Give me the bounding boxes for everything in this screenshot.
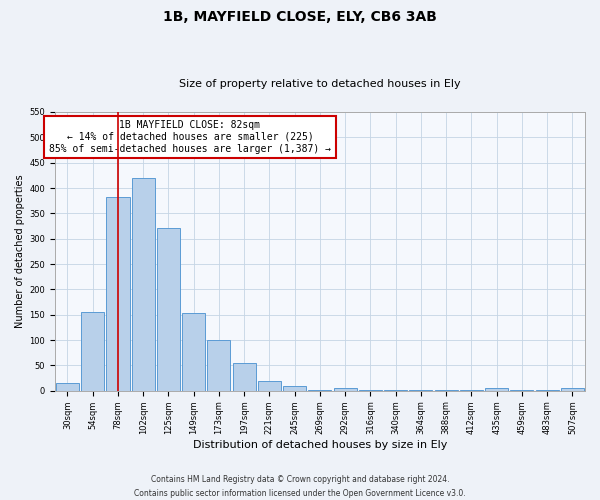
Bar xyxy=(207,340,230,390)
Bar xyxy=(283,386,306,390)
Text: Contains HM Land Registry data © Crown copyright and database right 2024.
Contai: Contains HM Land Registry data © Crown c… xyxy=(134,476,466,498)
Bar xyxy=(131,178,155,390)
Bar xyxy=(106,196,130,390)
Y-axis label: Number of detached properties: Number of detached properties xyxy=(15,174,25,328)
Title: Size of property relative to detached houses in Ely: Size of property relative to detached ho… xyxy=(179,79,461,89)
Bar xyxy=(81,312,104,390)
Bar xyxy=(258,380,281,390)
X-axis label: Distribution of detached houses by size in Ely: Distribution of detached houses by size … xyxy=(193,440,447,450)
Bar xyxy=(56,383,79,390)
Text: 1B, MAYFIELD CLOSE, ELY, CB6 3AB: 1B, MAYFIELD CLOSE, ELY, CB6 3AB xyxy=(163,10,437,24)
Bar xyxy=(334,388,357,390)
Bar xyxy=(561,388,584,390)
Bar xyxy=(182,313,205,390)
Bar xyxy=(485,388,508,390)
Bar xyxy=(233,364,256,390)
Text: 1B MAYFIELD CLOSE: 82sqm
← 14% of detached houses are smaller (225)
85% of semi-: 1B MAYFIELD CLOSE: 82sqm ← 14% of detach… xyxy=(49,120,331,154)
Bar xyxy=(157,228,180,390)
